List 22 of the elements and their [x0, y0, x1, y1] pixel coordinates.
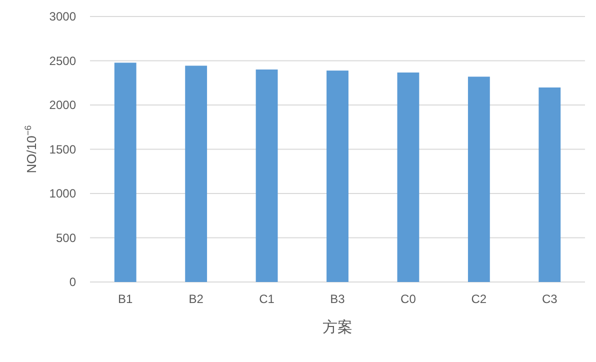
x-tick-label: C3 [542, 292, 558, 306]
x-tick-label: C2 [471, 292, 487, 306]
y-tick-label: 0 [69, 275, 76, 289]
x-axis-title: 方案 [322, 319, 352, 336]
bar [468, 76, 490, 282]
y-tick-label: 2000 [49, 98, 76, 112]
bar [114, 62, 136, 282]
bar [326, 70, 348, 282]
bar [538, 87, 561, 282]
y-tick-label: 1500 [49, 142, 76, 156]
y-tick-label: 3000 [49, 10, 76, 24]
bar [256, 70, 278, 282]
x-tick-label: B2 [188, 292, 204, 306]
bar [185, 66, 208, 282]
y-tick-label: 1000 [49, 186, 76, 200]
bar [397, 72, 420, 282]
x-tick-label: C0 [400, 292, 416, 306]
y-tick-label: 2500 [49, 54, 76, 68]
x-tick-label: B1 [118, 292, 134, 306]
x-tick-label: B3 [330, 292, 346, 306]
x-tick-label: C1 [259, 292, 275, 306]
y-tick-label: 500 [56, 230, 76, 245]
